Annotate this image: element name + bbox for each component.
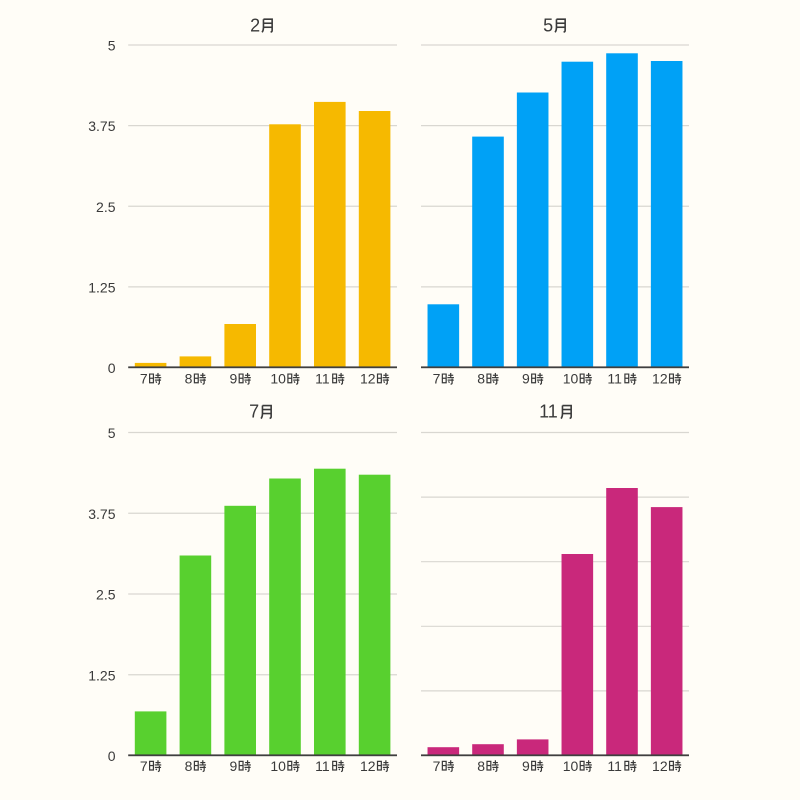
svg-text:7: 7 <box>433 758 441 774</box>
svg-text:11: 11 <box>607 758 622 774</box>
svg-text:11: 11 <box>607 371 622 387</box>
svg-text:12: 12 <box>652 371 668 387</box>
svg-text:0: 0 <box>108 360 116 376</box>
svg-text:1.25: 1.25 <box>88 667 115 683</box>
svg-text:7: 7 <box>249 402 259 422</box>
svg-text:9: 9 <box>229 371 237 387</box>
svg-text:10: 10 <box>563 371 579 387</box>
svg-text:2: 2 <box>250 15 260 35</box>
svg-text:10: 10 <box>270 758 286 774</box>
svg-text:11: 11 <box>539 402 558 422</box>
svg-text:2.5: 2.5 <box>96 199 116 215</box>
svg-text:7: 7 <box>140 371 148 387</box>
svg-text:9: 9 <box>522 371 530 387</box>
svg-text:8: 8 <box>185 758 193 774</box>
svg-text:11: 11 <box>315 371 330 387</box>
svg-text:3.75: 3.75 <box>88 118 115 134</box>
svg-text:5: 5 <box>543 15 553 35</box>
svg-text:8: 8 <box>477 758 485 774</box>
svg-text:8: 8 <box>477 371 485 387</box>
svg-text:11: 11 <box>315 758 330 774</box>
svg-text:12: 12 <box>360 758 376 774</box>
svg-text:12: 12 <box>360 371 376 387</box>
svg-text:9: 9 <box>522 758 530 774</box>
svg-text:0: 0 <box>108 748 116 764</box>
svg-text:5: 5 <box>108 38 116 54</box>
svg-text:3.75: 3.75 <box>88 506 115 522</box>
svg-text:12: 12 <box>652 758 668 774</box>
svg-text:9: 9 <box>229 758 237 774</box>
svg-text:10: 10 <box>563 758 579 774</box>
svg-text:1.25: 1.25 <box>88 279 115 295</box>
svg-text:7: 7 <box>433 371 441 387</box>
svg-text:2.5: 2.5 <box>96 587 116 603</box>
svg-text:7: 7 <box>140 758 148 774</box>
svg-text:8: 8 <box>185 371 193 387</box>
svg-text:5: 5 <box>108 425 116 441</box>
svg-text:10: 10 <box>270 371 286 387</box>
